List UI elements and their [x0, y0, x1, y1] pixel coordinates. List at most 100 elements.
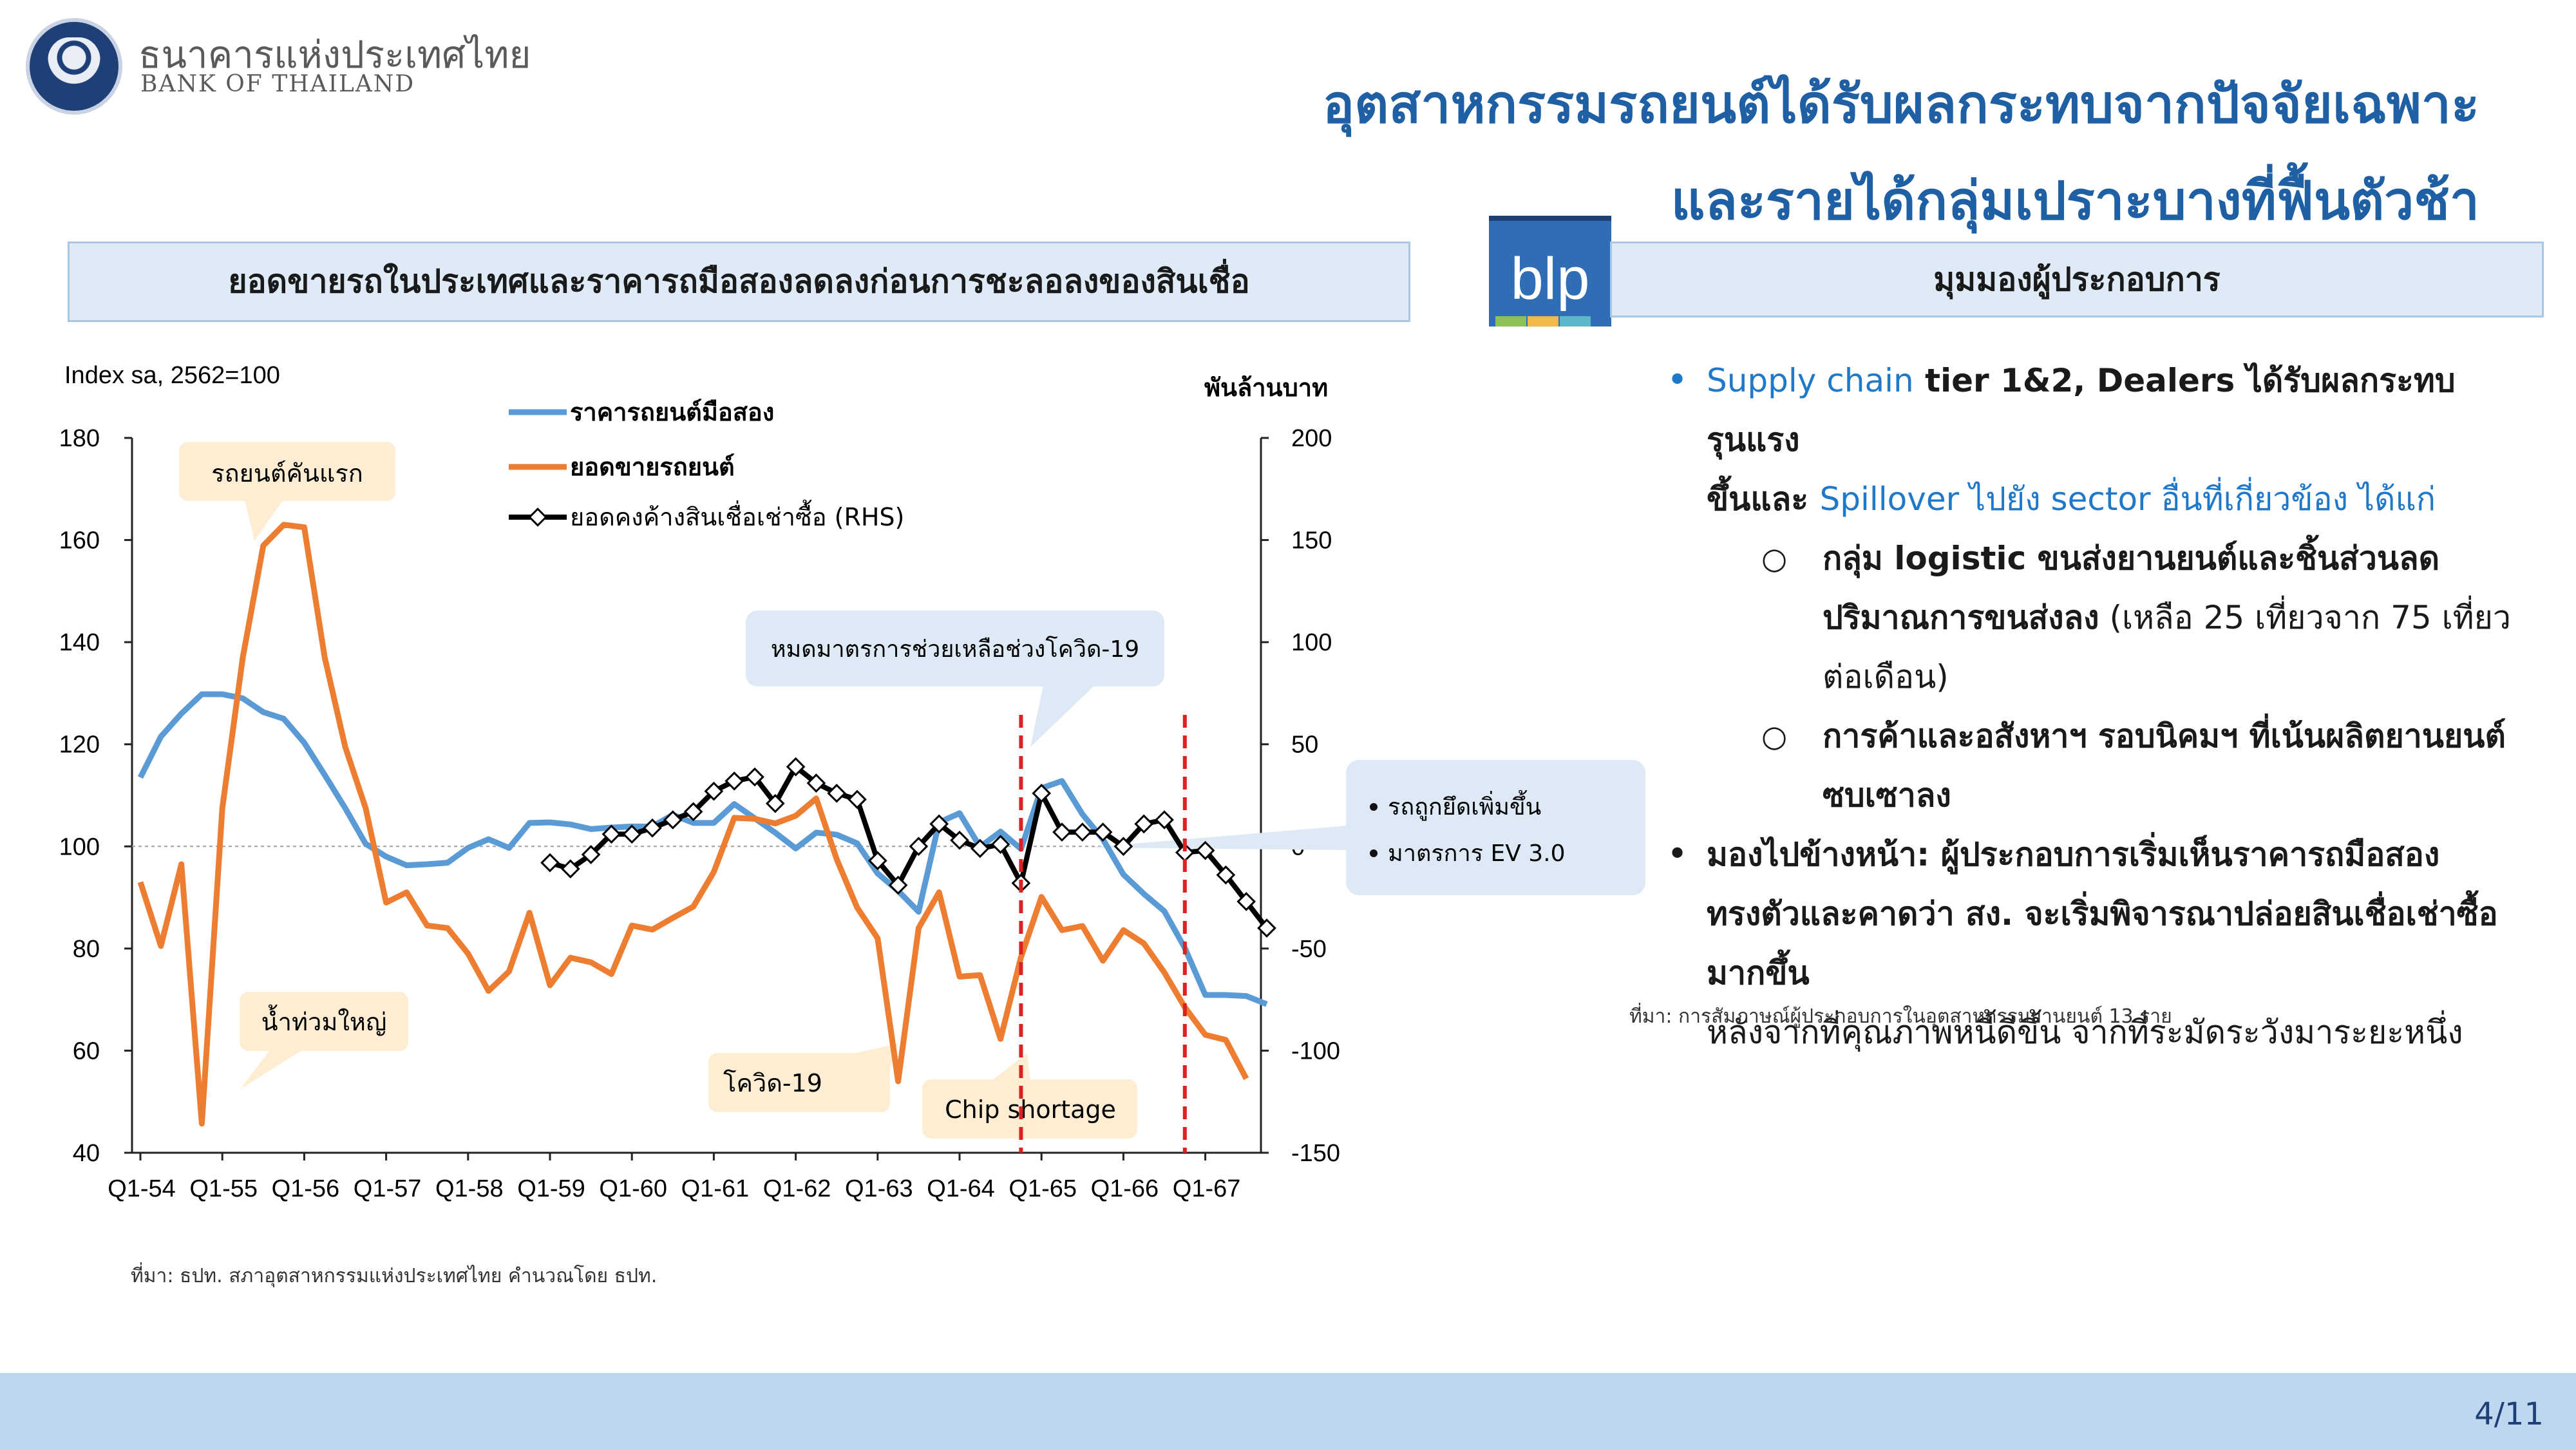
x-tick-label: Q1-60 [599, 1175, 667, 1202]
x-tick-label: Q1-55 [189, 1175, 258, 1202]
x-tick-label: Q1-59 [517, 1175, 585, 1202]
loan-data-point [601, 824, 621, 844]
blp-logo-text: blp [1510, 246, 1590, 312]
loan-data-point [581, 845, 601, 864]
bullet-supply-chain: • Supply chain tier 1&2, Dealers ได้รับผ… [1662, 351, 2518, 529]
loan-data-point [888, 875, 908, 895]
page-title-line1: อุตสาหกรรมรถยนต์ได้รับผลกระทบจากปัจจัยเฉ… [1322, 74, 2479, 135]
footer-bar [0, 1373, 2576, 1449]
bank-name-thai: ธนาคารแห่งประเทศไทย [138, 33, 531, 77]
right-tick-label: 150 [1291, 527, 1332, 554]
svg-text:น้ำท่วมใหญ่: น้ำท่วมใหญ่ [261, 1004, 387, 1036]
loan-data-point [1257, 918, 1276, 938]
x-tick-label: Q1-54 [108, 1175, 176, 1202]
left-tick-label: 40 [73, 1140, 100, 1167]
loan-data-point [704, 781, 724, 801]
right-tick-label: -50 [1291, 936, 1327, 963]
svg-text:โควิด-19: โควิด-19 [723, 1069, 822, 1097]
left-axis-label: Index sa, 2562=100 [64, 362, 280, 389]
x-tick-label: Q1-61 [681, 1175, 750, 1202]
loan-data-point [970, 838, 990, 858]
loan-data-point [848, 790, 867, 810]
svg-text:รถถูกยึดเพิ่มขึ้น: รถถูกยึดเพิ่มขึ้น [1388, 790, 1541, 821]
loan-data-point [1052, 822, 1072, 842]
loan-data-point [1134, 814, 1154, 834]
bank-logo-icon [26, 18, 122, 115]
bank-name-english: BANK OF THAILAND [140, 71, 415, 97]
left-tick-label: 180 [59, 425, 100, 452]
chart-source-note: ที่มา: ธปท. สภาอุตสาหกรรมแห่งประเทศไทย ค… [131, 1265, 658, 1287]
series-used-car-price [137, 691, 1268, 1007]
right-tick-label: 200 [1291, 425, 1332, 452]
annotation-first-car: รถยนต์คันแรก [179, 442, 395, 541]
bullet-dot-icon: • [1667, 359, 1689, 401]
legend-label-loans: ยอดคงค้างสินเชื่อเช่าซื้อ (RHS) [570, 499, 904, 531]
x-tick-label: Q1-58 [435, 1175, 504, 1202]
car-market-chart: Index sa, 2562=100 พันล้านบาท 40 60 80 100 1… [0, 348, 1674, 1269]
loan-data-point [1236, 892, 1256, 911]
outlook-text: มองไปข้างหน้า: ผู้ประกอบการเริ่มเห็นราคา… [1707, 836, 2498, 992]
loan-data-point [1113, 837, 1133, 857]
right-axis-label: พันล้านบาท [1204, 374, 1328, 402]
loan-data-point [1216, 865, 1236, 885]
page-number: 4/11 [2474, 1396, 2544, 1432]
right-tick-label: 50 [1291, 732, 1318, 759]
left-tick-label: 160 [59, 527, 100, 554]
spillover-text: Spillover ไปยัง sector อื่นที่เกี่ยวข้อง… [1819, 480, 2436, 518]
loan-data-point [683, 802, 703, 822]
loan-data-point [1175, 842, 1195, 862]
loan-data-point [786, 757, 806, 777]
outlook-detail-text: หลังจากที่คุณภาพหนี้ดีขึ้น จากที่ระมัดระ… [1707, 1014, 2463, 1051]
annotation-chip-shortage: Chip shortage [922, 1053, 1137, 1139]
and-text: ขึ้นและ [1707, 480, 1820, 518]
circle-bullet-icon: ○ [1761, 541, 1788, 576]
tier-dealers-text: tier 1&2, Dealers ได้รับผลกระทบรุนแรง [1707, 362, 2456, 459]
loan-data-point [540, 853, 560, 873]
chart-legend: ราคารถยนต์มือสอง ยอดขายรถยนต์ ยอดคงค้างส… [509, 398, 904, 531]
x-tick-label: Q1-56 [272, 1175, 340, 1202]
left-tick-label: 100 [59, 833, 100, 860]
perspective-panel-heading: มุมมองผู้ประกอบการ [1610, 242, 2544, 317]
loan-data-point [765, 793, 785, 813]
loan-data-point [724, 771, 744, 791]
logistic-text: กลุ่ม logistic ขนส่งยานยนต์และชิ้นส่วนลด… [1823, 540, 2440, 636]
trade-text: การค้าและอสังหาฯ รอบนิคมฯ ที่เน้นผลิตยาน… [1823, 717, 2506, 814]
right-tick-label: 100 [1291, 629, 1332, 656]
loan-data-point [950, 830, 969, 850]
sub-bullet-logistic: ○ กลุ่ม logistic ขนส่งยานยนต์และชิ้นส่วน… [1662, 529, 2518, 706]
x-tick-label: Q1-57 [354, 1175, 422, 1202]
loan-data-point [643, 818, 662, 838]
x-tick-label: Q1-63 [845, 1175, 913, 1202]
x-tick-label: Q1-64 [927, 1175, 995, 1202]
left-tick-label: 120 [59, 732, 100, 759]
left-tick-label: 80 [73, 936, 100, 963]
callout-repossession-ev: รถถูกยึดเพิ่มขึ้น มาตรการ EV 3.0 [1088, 760, 1645, 895]
loan-data-point [1155, 810, 1174, 829]
x-tick-label: Q1-62 [763, 1175, 831, 1202]
loan-data-point [663, 810, 683, 829]
loan-data-point [929, 814, 949, 834]
left-tick-label: 60 [73, 1037, 100, 1065]
loan-data-point [827, 783, 847, 803]
sub-bullet-trade: ○ การค้าและอสังหาฯ รอบนิคมฯ ที่เน้นผลิตย… [1662, 706, 2518, 825]
blp-logo-icon: blp [1489, 216, 1611, 327]
svg-text:รถยนต์คันแรก: รถยนต์คันแรก [211, 459, 363, 488]
chart-panel-heading: ยอดขายรถในประเทศและราคารถมือสองลดลงก่อนก… [68, 242, 1410, 322]
bullet-outlook: • มองไปข้างหน้า: ผู้ประกอบการเริ่มเห็นรา… [1662, 825, 2518, 1062]
series-car-sales [137, 522, 1249, 1127]
loan-data-point [867, 851, 887, 871]
supply-chain-text: Supply chain [1707, 362, 1914, 399]
bullet-dot-icon: • [1667, 833, 1689, 875]
loan-data-point [990, 835, 1010, 854]
x-tick-label: Q1-67 [1173, 1175, 1241, 1202]
loan-data-point [806, 773, 826, 793]
left-tick-label: 140 [59, 629, 100, 656]
svg-text:Chip shortage: Chip shortage [945, 1095, 1116, 1124]
loan-data-point [1072, 822, 1092, 842]
page-title-line2: และรายได้กลุ่มเปราะบางที่ฟื้นตัวช้า [1671, 171, 2479, 232]
circle-bullet-icon: ○ [1761, 719, 1788, 753]
loan-data-point [1032, 783, 1052, 803]
svg-text:หมดมาตรการช่วยเหลือช่วงโควิด-1: หมดมาตรการช่วยเหลือช่วงโควิด-19 [771, 636, 1139, 663]
loan-data-point [1093, 822, 1113, 842]
right-tick-label: -100 [1291, 1037, 1340, 1065]
